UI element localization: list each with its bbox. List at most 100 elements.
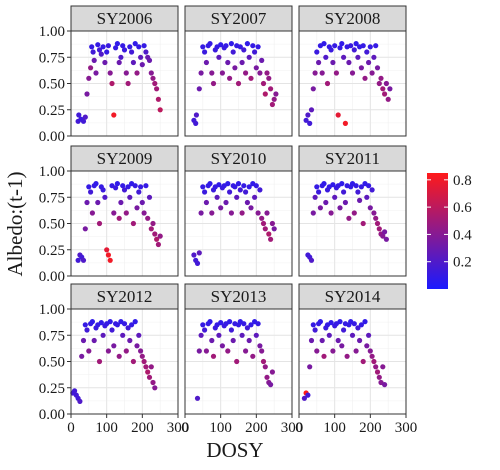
data-point [237,44,243,50]
data-point [301,395,307,401]
data-point [316,59,322,66]
data-point [330,59,336,66]
data-point [246,54,252,60]
data-point [95,42,101,48]
data-point [113,185,119,191]
data-point [93,70,99,76]
facet-panel-sy2010: SY2010 [184,145,293,277]
data-point [328,320,334,326]
data-point [239,59,245,66]
data-point [143,364,149,370]
data-point [271,226,277,232]
x-tick-label: 0 [181,420,189,436]
data-point [102,59,108,66]
panel-border [184,308,293,415]
data-point [136,189,142,195]
data-point [138,54,144,60]
data-point [344,353,350,359]
data-point [150,379,156,386]
y-tick-label: 0.50 [39,217,65,233]
facet-strip [184,145,293,172]
data-point [134,205,140,211]
data-point [202,49,208,55]
data-point [88,65,94,71]
data-point [109,80,115,87]
data-point [207,319,213,325]
data-point [132,183,138,189]
legend-tick-label: 0.8 [453,173,472,189]
data-point [116,215,122,221]
data-point [383,236,389,242]
data-point [228,327,234,333]
data-point [80,118,87,124]
x-tick-label: 100 [209,420,232,436]
data-point [138,184,144,190]
data-point [382,229,388,235]
data-point [353,183,359,189]
data-point [358,65,364,71]
data-point [264,70,270,76]
data-point [312,70,318,76]
data-point [360,358,366,365]
data-point [121,321,128,327]
x-tick-label: 300 [281,420,304,436]
data-point [209,210,215,216]
data-point [223,43,229,49]
data-point [141,358,147,365]
data-point [216,182,222,188]
data-point [157,107,163,113]
data-point [346,215,352,221]
data-point [102,194,108,200]
data-point [244,41,250,47]
data-point [307,364,313,370]
data-point [148,364,154,370]
data-point [154,86,160,92]
data-point [209,337,215,344]
data-point [141,210,147,216]
data-point [328,210,334,216]
data-point [227,189,233,195]
x-tick-label: 0 [295,420,303,436]
data-point [269,369,275,375]
data-point [312,194,318,200]
data-point [77,398,83,404]
data-point [308,337,315,344]
data-point [380,86,386,92]
panel-border [298,308,407,415]
x-tick-label: 300 [167,420,190,436]
data-point [360,220,366,227]
data-point [250,353,256,359]
data-point [243,189,249,195]
facet-panel-sy2008: SY2008 [298,5,407,137]
data-point [225,181,231,187]
data-point [125,325,131,331]
data-point [360,43,366,49]
data-point [355,325,361,331]
data-point [369,70,375,76]
data-point [348,43,354,49]
data-point [374,369,381,375]
data-point [223,199,229,206]
data-point [330,182,336,188]
data-point [139,199,145,206]
data-point [328,47,334,53]
data-point [271,96,277,102]
data-point [250,43,256,49]
data-point [337,319,343,325]
data-point [132,319,138,325]
data-point [241,183,247,189]
data-point [262,91,268,97]
data-point [143,183,149,189]
panel-border [184,30,293,137]
data-point [132,41,138,47]
data-point [303,117,309,123]
data-point [257,343,263,349]
data-point [114,181,120,187]
data-point [378,75,384,81]
facet-strip [70,283,179,310]
data-point [130,358,136,365]
data-point [367,348,373,354]
data-point [237,187,243,193]
data-point [374,220,381,227]
data-point [148,70,154,76]
